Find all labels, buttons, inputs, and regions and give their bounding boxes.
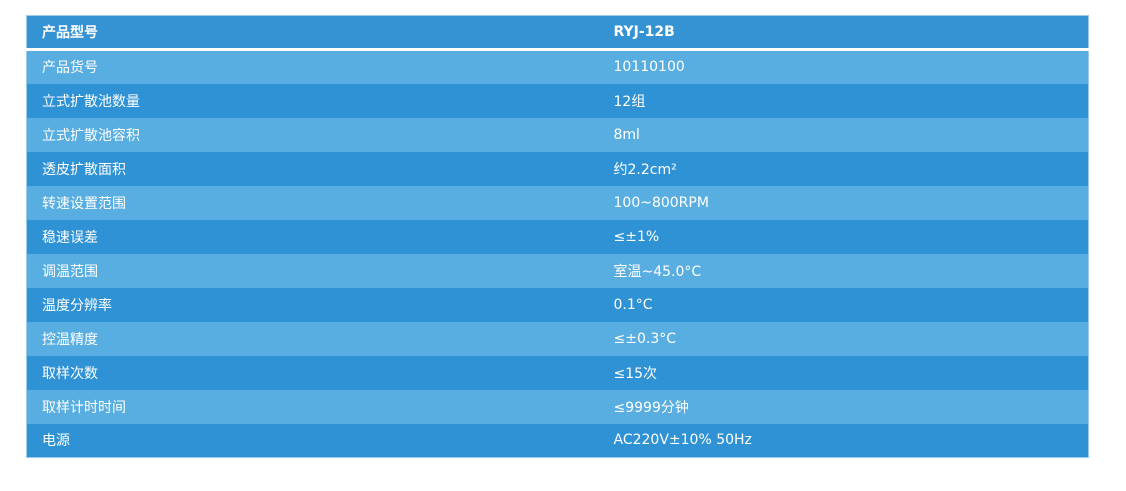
param-value: ≤9999分钟 xyxy=(598,389,1089,424)
param-name: 取样次数 xyxy=(26,355,599,390)
param-name: 立式扩散池数量 xyxy=(26,83,599,118)
spec-row: 转速设置范围 100~800RPM xyxy=(26,185,1089,220)
spec-row: 调温范围 室温~45.0°C xyxy=(26,253,1089,288)
param-value: ≤±1% xyxy=(598,219,1089,254)
param-value: ≤±0.3°C xyxy=(598,321,1089,356)
param-value: 8ml xyxy=(598,117,1089,152)
spec-row: 控温精度 ≤±0.3°C xyxy=(26,321,1089,356)
spec-row: 产品货号 10110100 xyxy=(26,49,1089,84)
param-value: 100~800RPM xyxy=(598,185,1089,220)
param-name: 产品型号 xyxy=(26,15,599,51)
param-name: 立式扩散池容积 xyxy=(26,117,599,152)
spec-row: 立式扩散池数量 12组 xyxy=(26,83,1089,118)
header-row: 产品型号 RYJ-12B xyxy=(26,15,1089,51)
spec-row: 温度分辨率 0.1°C xyxy=(26,287,1089,322)
param-value: 约2.2cm² xyxy=(598,151,1089,186)
param-name: 电源 xyxy=(26,423,599,458)
param-value: AC220V±10% 50Hz xyxy=(598,423,1089,458)
param-name: 透皮扩散面积 xyxy=(26,151,599,186)
param-value: RYJ-12B xyxy=(598,15,1089,51)
param-name: 调温范围 xyxy=(26,253,599,288)
param-value: 0.1°C xyxy=(598,287,1089,322)
param-name: 转速设置范围 xyxy=(26,185,599,220)
param-value: 12组 xyxy=(598,83,1089,118)
param-value: ≤15次 xyxy=(598,355,1089,390)
param-name: 控温精度 xyxy=(26,321,599,356)
spec-row: 取样计时时间 ≤9999分钟 xyxy=(26,389,1089,424)
param-name: 稳速误差 xyxy=(26,219,599,254)
param-name: 温度分辨率 xyxy=(26,287,599,322)
spec-row: 稳速误差 ≤±1% xyxy=(26,219,1089,254)
param-value: 室温~45.0°C xyxy=(598,253,1089,288)
spec-row: 立式扩散池容积 8ml xyxy=(26,117,1089,152)
spec-row: 取样次数 ≤15次 xyxy=(26,355,1089,390)
spec-row: 透皮扩散面积 约2.2cm² xyxy=(26,151,1089,186)
param-name: 产品货号 xyxy=(26,49,599,84)
param-value: 10110100 xyxy=(598,49,1089,84)
spec-row: 电源 AC220V±10% 50Hz xyxy=(26,423,1089,458)
spec-table: 产品型号 RYJ-12B 产品货号 10110100 立式扩散池数量 12组 立式扩散池容积… xyxy=(26,15,1089,458)
param-name: 取样计时时间 xyxy=(26,389,599,424)
